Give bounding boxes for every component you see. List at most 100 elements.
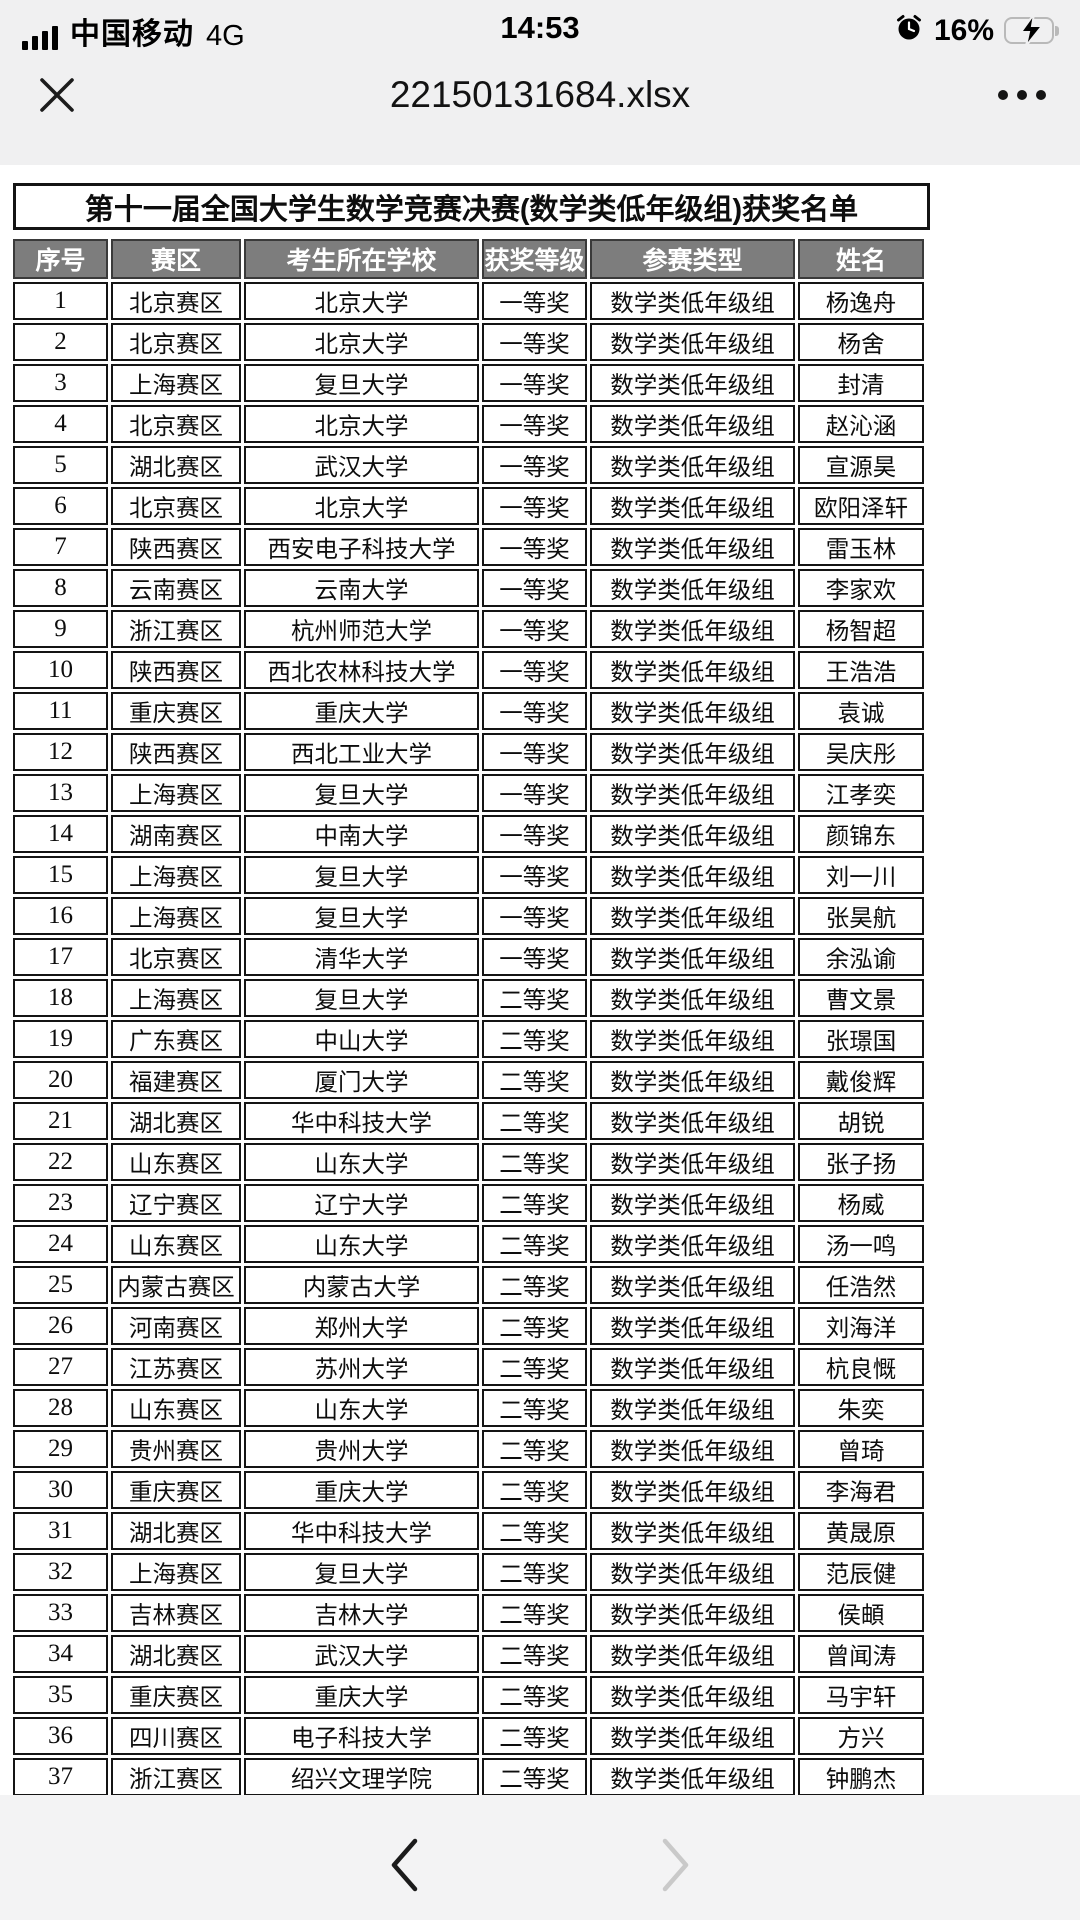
table-row: 14 湖南赛区 中南大学 一等奖 数学类低年级组 颜锦东 [13, 815, 924, 853]
cell-type: 数学类低年级组 [590, 1389, 795, 1427]
table-row: 32 上海赛区 复旦大学 二等奖 数学类低年级组 范辰健 [13, 1553, 924, 1591]
cell-school: 云南大学 [244, 569, 479, 607]
cell-type: 数学类低年级组 [590, 1717, 795, 1755]
cell-index: 20 [13, 1061, 108, 1099]
cell-region: 湖南赛区 [111, 815, 241, 853]
cell-school: 吉林大学 [244, 1594, 479, 1632]
table-row: 11 重庆赛区 重庆大学 一等奖 数学类低年级组 袁诚 [13, 692, 924, 730]
status-bar: 中国移动 4G 14:53 16% [0, 0, 1080, 55]
cell-type: 数学类低年级组 [590, 487, 795, 525]
cell-award: 二等奖 [482, 979, 587, 1017]
cell-type: 数学类低年级组 [590, 446, 795, 484]
table-row: 1 北京赛区 北京大学 一等奖 数学类低年级组 杨逸舟 [13, 282, 924, 320]
cell-index: 27 [13, 1348, 108, 1386]
status-right: 16% [894, 12, 1060, 50]
cell-type: 数学类低年级组 [590, 692, 795, 730]
cell-type: 数学类低年级组 [590, 774, 795, 812]
table-row: 29 贵州赛区 贵州大学 二等奖 数学类低年级组 曾琦 [13, 1430, 924, 1468]
cell-index: 11 [13, 692, 108, 730]
cell-award: 二等奖 [482, 1471, 587, 1509]
cell-name: 杨舍 [798, 323, 924, 361]
cell-school: 西安电子科技大学 [244, 528, 479, 566]
file-header: 22150131684.xlsx [0, 55, 1080, 135]
cell-region: 云南赛区 [111, 569, 241, 607]
close-button[interactable] [34, 72, 80, 118]
next-page-button[interactable] [656, 1835, 696, 1895]
cell-region: 浙江赛区 [111, 610, 241, 648]
table-row: 8 云南赛区 云南大学 一等奖 数学类低年级组 李家欢 [13, 569, 924, 607]
cell-name: 王浩浩 [798, 651, 924, 689]
cell-school: 复旦大学 [244, 364, 479, 402]
cell-award: 二等奖 [482, 1102, 587, 1140]
cell-award: 二等奖 [482, 1758, 587, 1795]
cell-index: 15 [13, 856, 108, 894]
table-body: 1 北京赛区 北京大学 一等奖 数学类低年级组 杨逸舟 2 北京赛区 北京大学 一等奖 数学类低年级… [13, 282, 924, 1795]
cell-award: 一等奖 [482, 733, 587, 771]
cell-name: 张璟国 [798, 1020, 924, 1058]
alarm-icon [894, 12, 924, 50]
cell-type: 数学类低年级组 [590, 1020, 795, 1058]
cell-index: 9 [13, 610, 108, 648]
cell-type: 数学类低年级组 [590, 405, 795, 443]
cell-index: 1 [13, 282, 108, 320]
cell-award: 一等奖 [482, 897, 587, 935]
cell-region: 上海赛区 [111, 1553, 241, 1591]
sheet-title: 第十一届全国大学生数学竞赛决赛(数学类低年级组)获奖名单 [13, 183, 930, 230]
cell-type: 数学类低年级组 [590, 1553, 795, 1591]
cell-name: 张昊航 [798, 897, 924, 935]
cell-school: 复旦大学 [244, 1553, 479, 1591]
table-row: 33 吉林赛区 吉林大学 二等奖 数学类低年级组 侯頔 [13, 1594, 924, 1632]
cell-award: 二等奖 [482, 1430, 587, 1468]
cell-award: 二等奖 [482, 1266, 587, 1304]
cell-name: 杨智超 [798, 610, 924, 648]
cell-index: 28 [13, 1389, 108, 1427]
cell-region: 重庆赛区 [111, 1471, 241, 1509]
more-icon [998, 90, 1008, 100]
cell-school: 北京大学 [244, 323, 479, 361]
cell-index: 19 [13, 1020, 108, 1058]
cell-school: 北京大学 [244, 487, 479, 525]
network-label: 4G [206, 19, 245, 52]
cell-region: 山东赛区 [111, 1225, 241, 1263]
col-header-type: 参赛类型 [590, 239, 795, 279]
cell-school: 复旦大学 [244, 774, 479, 812]
table-row: 17 北京赛区 清华大学 一等奖 数学类低年级组 余泓谕 [13, 938, 924, 976]
cell-award: 二等奖 [482, 1143, 587, 1181]
cell-region: 北京赛区 [111, 405, 241, 443]
cell-index: 35 [13, 1676, 108, 1714]
cell-type: 数学类低年级组 [590, 1061, 795, 1099]
cell-index: 10 [13, 651, 108, 689]
table-row: 36 四川赛区 电子科技大学 二等奖 数学类低年级组 方兴 [13, 1717, 924, 1755]
table-row: 2 北京赛区 北京大学 一等奖 数学类低年级组 杨舍 [13, 323, 924, 361]
cell-award: 一等奖 [482, 610, 587, 648]
cell-name: 欧阳泽轩 [798, 487, 924, 525]
cell-school: 杭州师范大学 [244, 610, 479, 648]
table-row: 12 陕西赛区 西北工业大学 一等奖 数学类低年级组 吴庆彤 [13, 733, 924, 771]
cell-award: 一等奖 [482, 774, 587, 812]
cell-region: 福建赛区 [111, 1061, 241, 1099]
more-button[interactable] [998, 72, 1046, 118]
cell-region: 广东赛区 [111, 1020, 241, 1058]
cell-name: 钟鹏杰 [798, 1758, 924, 1795]
cell-award: 二等奖 [482, 1676, 587, 1714]
cell-award: 二等奖 [482, 1020, 587, 1058]
cell-school: 武汉大学 [244, 446, 479, 484]
cell-type: 数学类低年级组 [590, 1307, 795, 1345]
cell-name: 戴俊辉 [798, 1061, 924, 1099]
cell-index: 8 [13, 569, 108, 607]
cell-region: 江苏赛区 [111, 1348, 241, 1386]
battery-charging-icon [1004, 13, 1060, 47]
cell-school: 山东大学 [244, 1225, 479, 1263]
cell-region: 湖北赛区 [111, 1635, 241, 1673]
cell-index: 31 [13, 1512, 108, 1550]
table-row: 34 湖北赛区 武汉大学 二等奖 数学类低年级组 曾闻涛 [13, 1635, 924, 1673]
table-header-row: 序号 赛区 考生所在学校 获奖等级 参赛类型 姓名 [13, 239, 924, 279]
prev-page-button[interactable] [384, 1835, 424, 1895]
cell-school: 中山大学 [244, 1020, 479, 1058]
cell-award: 一等奖 [482, 856, 587, 894]
cell-name: 李家欢 [798, 569, 924, 607]
cell-school: 重庆大学 [244, 692, 479, 730]
cell-region: 内蒙古赛区 [111, 1266, 241, 1304]
cell-school: 重庆大学 [244, 1676, 479, 1714]
cell-region: 浙江赛区 [111, 1758, 241, 1795]
